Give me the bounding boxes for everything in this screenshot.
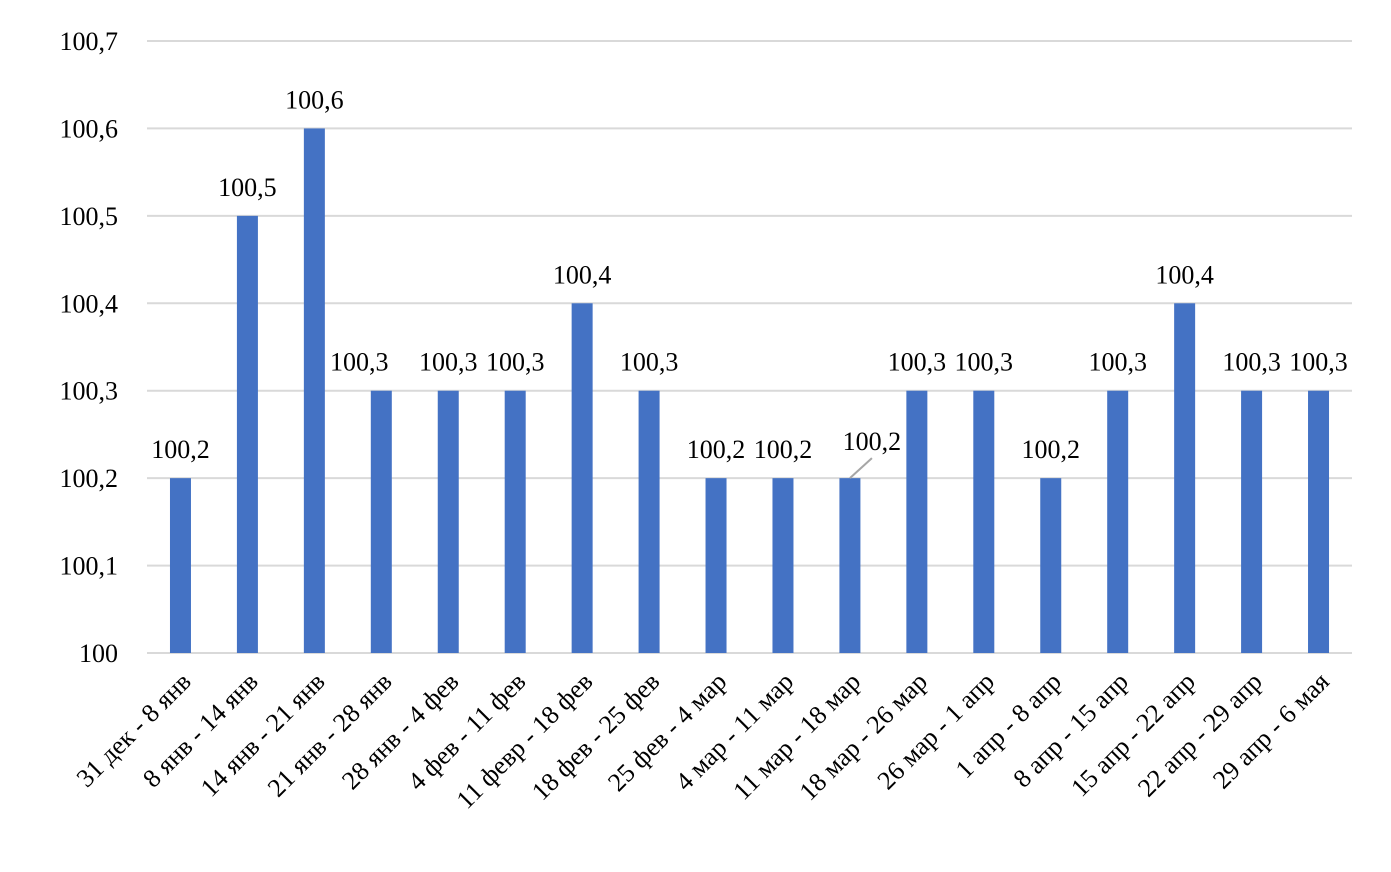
bar [437,390,459,653]
y-tick-label: 100,6 [60,114,119,143]
bar [1308,390,1330,653]
x-tick-label: 29 апр - 6 мая [1207,667,1335,795]
bar [1107,390,1129,653]
data-label: 100,2 [754,435,813,464]
data-label: 100,3 [620,348,679,377]
data-label: 100,2 [687,435,746,464]
bar [504,390,526,653]
data-label: 100,3 [1222,348,1281,377]
data-label: 100,2 [843,427,902,456]
data-label: 100,3 [419,348,478,377]
y-tick-label: 100,3 [60,377,119,406]
bar [1040,478,1062,653]
data-labels: 100,2 100,5 100,6 100,3 100,3 100,3 100,4 100,3… [151,85,1348,479]
bars [169,128,1330,653]
x-tick-label: 28 янв - 4 фев [336,667,464,795]
bar [638,390,660,653]
y-tick-label: 100,2 [60,464,119,493]
bar [772,478,794,653]
y-tick-label: 100,4 [60,289,119,318]
bar [839,478,861,653]
data-label: 100,3 [1289,348,1348,377]
y-tick-label: 100,7 [60,27,119,56]
y-tick-label: 100,5 [60,202,119,231]
data-label: 100,4 [553,260,612,289]
bar [571,303,593,653]
data-label: 100,3 [888,348,947,377]
data-label: 100,2 [151,435,210,464]
bar [370,390,392,653]
data-label: 100,5 [218,173,277,202]
y-tick-label: 100,1 [60,552,119,581]
x-tick-label: 26 мар - 1 апр [872,667,1000,795]
gridlines [147,40,1352,654]
data-label: 100,3 [1088,348,1147,377]
bar [906,390,928,653]
y-axis: 100 100,1 100,2 100,3 100,4 100,5 100,6 100,7 [60,27,119,668]
data-label: 100,3 [955,348,1014,377]
x-tick-label: 31 дек - 8 янв [71,667,197,793]
data-label: 100,4 [1155,260,1214,289]
bar [1241,390,1263,653]
y-tick-label: 100 [79,639,118,668]
leader-line [849,457,873,479]
bar [303,128,325,653]
bar [705,478,727,653]
bar [169,478,191,653]
data-label: 100,6 [285,85,344,114]
bar [973,390,995,653]
bar [1174,303,1196,653]
data-label: 100,3 [486,348,545,377]
data-label: 100,2 [1022,435,1081,464]
bar [236,215,258,653]
data-label: 100,3 [330,348,389,377]
